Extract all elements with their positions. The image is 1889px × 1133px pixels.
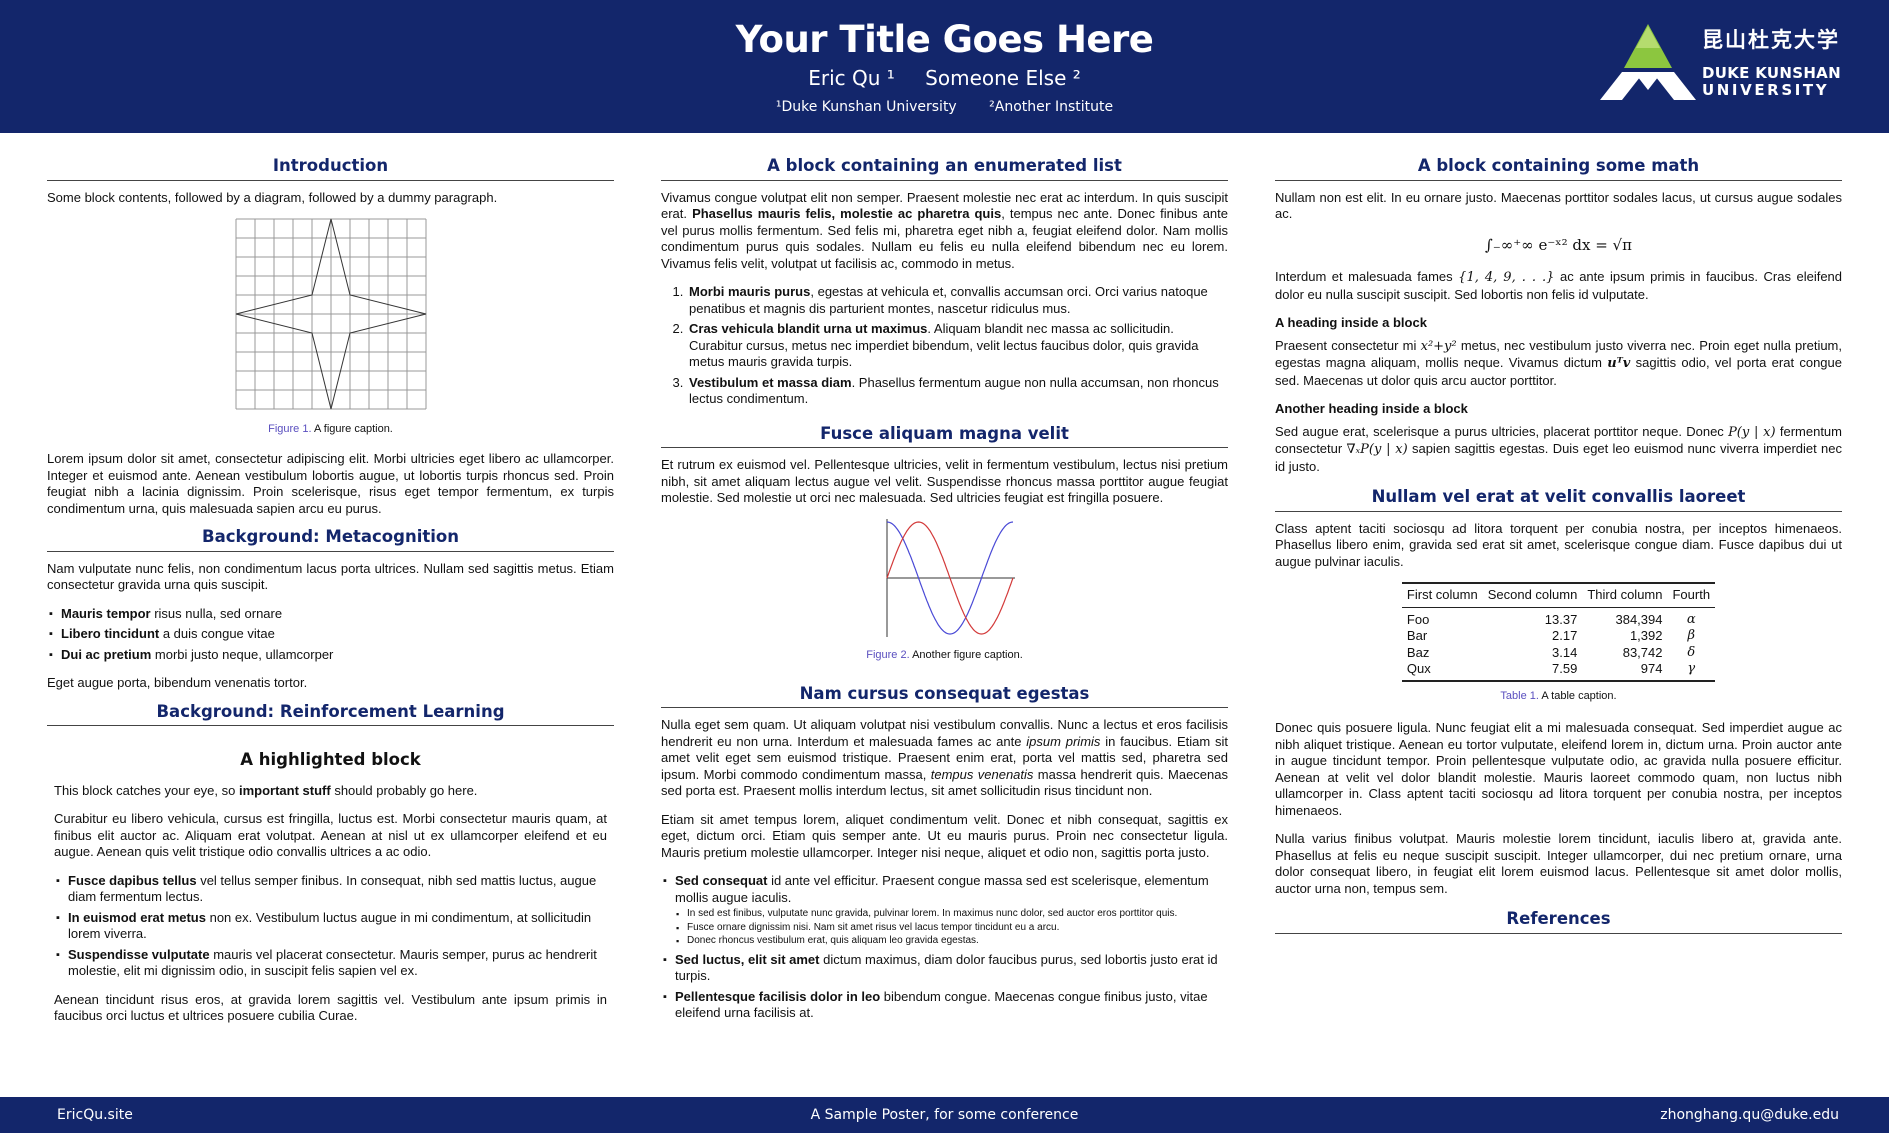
table-caption: Table 1. A table caption. <box>1275 688 1842 705</box>
block-title-math: A block containing some math <box>1275 157 1842 181</box>
table-row: Foo 13.37 384,394 α <box>1406 611 1696 627</box>
heading-inside-block-2: Another heading inside a block <box>1275 401 1468 416</box>
star-diagram <box>235 218 426 410</box>
list-item: Pellentesque facilisis dolor in leo bibe… <box>661 989 1228 1022</box>
list-item: Cras vehicula blandit urna ut maximus. A… <box>687 321 1228 371</box>
figure-2-label: Figure 2. <box>866 649 910 661</box>
list-item: In euismod erat metus non ex. Vestibulum… <box>54 910 607 943</box>
figure-1-caption: Figure 1. A figure caption. <box>47 421 614 438</box>
block-title-reinforcement-learning: Background: Reinforcement Learning <box>47 703 614 726</box>
heading-2-paragraph: Sed augue erat, scelerisque a purus ultr… <box>1275 423 1842 474</box>
poster-header: Your Title Goes Here Eric Qu ¹ Someone E… <box>0 0 1889 133</box>
author-1: Eric Qu ¹ <box>808 66 895 90</box>
table-header-row: First column Second column Third column … <box>1401 582 1716 608</box>
integral-equation: ∫₋∞⁺∞ e⁻ˣ² dx = √π <box>1485 235 1632 254</box>
sublist-item: Donec rhoncus vestibulum erat, quis aliq… <box>675 935 1228 948</box>
highlighted-list: Fusce dapibus tellus vel tellus semper f… <box>54 873 607 980</box>
nam-sublist: In sed est finibus, vulputate nunc gravi… <box>675 908 1228 948</box>
sublist-item: In sed est finibus, vulputate nunc gravi… <box>675 908 1228 921</box>
metacognition-after: Eget augue porta, bibendum venenatis tor… <box>47 675 308 690</box>
figure-1 <box>47 218 614 415</box>
enumerated-list: Morbi mauris purus, egestas at vehicula … <box>661 284 1228 408</box>
table-header: Fourth <box>1667 582 1716 608</box>
figure-2 <box>661 518 1228 642</box>
figure-1-label: Figure 1. <box>268 422 312 435</box>
heading-1-paragraph: Praesent consectetur mi x²+y² metus, nec… <box>1275 337 1842 388</box>
figure-2-caption-text: Another figure caption. <box>909 649 1023 661</box>
math-paragraph-2: Interdum et malesuada fames {1, 4, 9, . … <box>1275 269 1843 302</box>
highlighted-paragraph: Curabitur eu libero vehicula, cursus est… <box>54 811 607 859</box>
table-caption-text: A table caption. <box>1538 689 1617 702</box>
highlighted-block-title: A highlighted block <box>240 750 421 769</box>
affiliation-1: ¹Duke Kunshan University <box>775 99 957 115</box>
highlighted-intro: This block catches your eye, so importan… <box>54 782 478 798</box>
logo-english-line2: UNIVERSITY <box>1702 81 1830 99</box>
closing-paragraph-2: Nulla varius finibus volutpat. Mauris mo… <box>1275 831 1842 896</box>
table-row: Baz 3.14 83,742 δ <box>1406 644 1696 660</box>
logo-chinese-name: 昆山杜克大学 <box>1702 28 1840 52</box>
intro-text: Some block contents, followed by a diagr… <box>47 189 498 205</box>
sublist-item: Fusce ornare dignissim nisi. Nam sit ame… <box>675 922 1228 935</box>
block-title-nullam: Nullam vel erat at velit convallis laore… <box>1275 488 1842 512</box>
highlighted-after: Aenean tincidunt risus eros, at gravida … <box>54 991 607 1024</box>
metacognition-text: Nam vulputate nunc felis, non condimentu… <box>47 560 614 593</box>
column-right: A block containing some math Nullam non … <box>1275 157 1843 943</box>
nullam-paragraph: Class aptent taciti sociosqu ad litora t… <box>1275 520 1842 569</box>
list-item: Sed consequat id ante vel efficitur. Pra… <box>661 873 1228 948</box>
list-item: Morbi mauris purus, egestas at vehicula … <box>687 284 1228 317</box>
list-item: Suspendisse vulputate mauris vel placera… <box>54 947 607 980</box>
figure-1-caption-text: A figure caption. <box>311 422 393 435</box>
table-header: Second column <box>1482 582 1583 608</box>
column-middle: A block containing an enumerated list Vi… <box>661 157 1229 1034</box>
heading-inside-block-1: A heading inside a block <box>1275 315 1427 330</box>
logo-mark-icon <box>1600 24 1696 100</box>
block-title-nam-cursus: Nam cursus consequat egestas <box>661 685 1228 708</box>
table-header: Third column <box>1582 582 1668 608</box>
footer-email: zhonghang.qu@duke.edu <box>1660 1107 1839 1123</box>
sine-plot <box>885 518 1015 637</box>
table-label: Table 1. <box>1500 689 1539 702</box>
metacognition-list: Mauris tempor risus nulla, sed ornare Li… <box>47 606 614 664</box>
block-title-introduction: Introduction <box>47 157 614 181</box>
list-item: Mauris tempor risus nulla, sed ornare <box>47 606 614 623</box>
block-title-fusce: Fusce aliquam magna velit <box>661 425 1228 448</box>
fusce-paragraph: Et rutrum ex euismod vel. Pellentesque u… <box>661 457 1228 505</box>
math-paragraph-1: Nullam non est elit. In eu ornare justo.… <box>1275 189 1842 222</box>
poster-title: Your Title Goes Here <box>735 18 1154 61</box>
affiliation-list: ¹Duke Kunshan University ²Another Instit… <box>0 99 1889 115</box>
figure-2-caption: Figure 2. Another figure caption. <box>661 647 1228 664</box>
table-header: First column <box>1401 582 1483 608</box>
block-title-enumerated: A block containing an enumerated list <box>661 157 1228 181</box>
author-2: Someone Else ² <box>925 66 1081 90</box>
block-title-references: References <box>1275 910 1842 934</box>
logo-english-line1: DUKE KUNSHAN <box>1702 64 1841 82</box>
list-item: Sed luctus, elit sit amet dictum maximus… <box>661 952 1228 985</box>
university-logo: 昆山杜克大学 DUKE KUNSHAN UNIVERSITY <box>1600 24 1850 104</box>
column-left: Introduction Some block contents, follow… <box>47 157 614 1037</box>
block-title-metacognition: Background: Metacognition <box>47 528 614 552</box>
nam-paragraph-1: Nulla eget sem quam. Ut aliquam volutpat… <box>661 717 1228 798</box>
sine-curve-blue <box>886 520 1013 635</box>
table-row: Qux 7.59 974 γ <box>1401 661 1716 682</box>
author-list: Eric Qu ¹ Someone Else ² <box>0 66 1889 90</box>
poster-footer: EricQu.site A Sample Poster, for some co… <box>0 1097 1889 1133</box>
list-item: Libero tincidunt a duis congue vitae <box>47 626 614 643</box>
enumerated-intro: Vivamus congue volutpat elit non semper.… <box>661 189 1229 271</box>
closing-paragraph-1: Donec quis posuere ligula. Nunc feugiat … <box>1275 720 1842 818</box>
intro-paragraph: Lorem ipsum dolor sit amet, consectetur … <box>47 451 614 516</box>
list-item: Dui ac pretium morbi justo neque, ullamc… <box>47 647 614 664</box>
footer-website: EricQu.site <box>57 1107 133 1123</box>
nam-list: Sed consequat id ante vel efficitur. Pra… <box>661 873 1228 1022</box>
footer-conference: A Sample Poster, for some conference <box>810 1107 1079 1123</box>
nam-paragraph-2: Etiam sit amet tempus lorem, aliquet con… <box>661 811 1228 860</box>
list-item: Vestibulum et massa diam. Phasellus ferm… <box>687 375 1228 408</box>
data-table: First column Second column Third column … <box>1401 582 1716 682</box>
table-row: Bar 2.17 1,392 β <box>1406 628 1696 643</box>
highlighted-block: This block catches your eye, so importan… <box>47 783 614 1025</box>
list-item: Fusce dapibus tellus vel tellus semper f… <box>54 873 607 906</box>
sine-curve-red <box>885 520 1014 635</box>
affiliation-2: ²Another Institute <box>989 99 1114 115</box>
